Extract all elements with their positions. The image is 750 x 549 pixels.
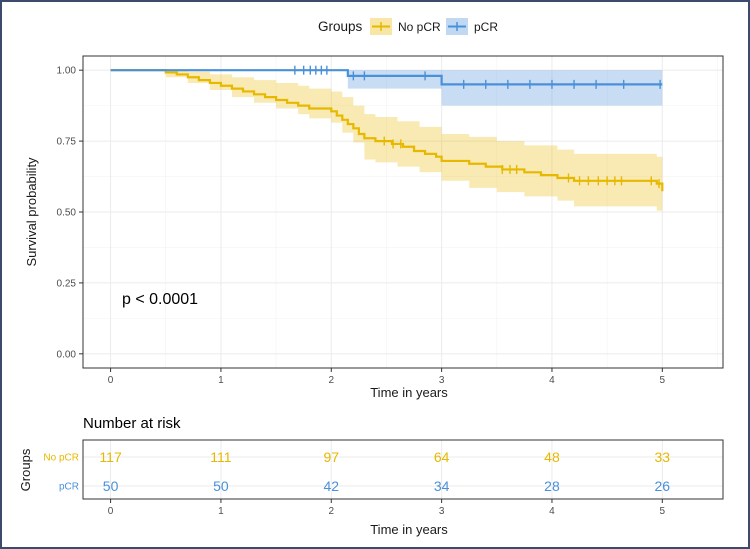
km-x-tick-label: 2: [328, 375, 334, 386]
risk-cell-pcr: 34: [434, 478, 450, 494]
km-y-tick-label: 1.00: [57, 66, 77, 77]
risk-row-labels: No pCR pCR: [43, 453, 79, 493]
risk-x-tick-label: 3: [439, 506, 445, 517]
ci-band-pcr: [110, 70, 663, 106]
km-y-tick-label: 0.00: [57, 349, 77, 360]
risk-cell-no-pcr: 48: [544, 449, 560, 465]
risk-cell-no-pcr: 33: [655, 449, 671, 465]
legend-key-no-pcr: [370, 18, 392, 35]
km-grid: [83, 56, 723, 368]
km-x-tick-label: 5: [660, 375, 666, 386]
risk-cell-no-pcr: 111: [210, 449, 231, 465]
legend-label-no-pcr: No pCR: [398, 20, 441, 34]
risk-x-tick-label: 0: [108, 506, 114, 517]
risk-row-label-pcr: pCR: [59, 482, 79, 493]
survival-line-pcr: [110, 69, 663, 86]
km-x-tick-label: 0: [108, 375, 114, 386]
risk-cell-pcr: 28: [544, 478, 560, 494]
legend-title: Groups: [318, 19, 363, 34]
risk-cell-no-pcr: 64: [434, 449, 450, 465]
risk-panel-border: [82, 439, 724, 500]
km-x-tick-label: 1: [218, 375, 224, 386]
risk-row-label-no-pcr: No pCR: [43, 453, 79, 464]
km-y-tick-label: 0.50: [57, 208, 77, 219]
km-y-tick-label: 0.25: [57, 278, 77, 289]
legend-label-pcr: pCR: [474, 20, 498, 34]
legend-key-pcr: [446, 18, 468, 35]
km-censor-marks: [294, 65, 661, 189]
risk-cell-pcr: 42: [323, 478, 339, 494]
risk-y-axis-title: Groups: [18, 448, 33, 491]
risk-table-cells: 117 111 97 64 48 33 50 50 42 34 28 26: [99, 449, 670, 494]
risk-cell-pcr: 50: [213, 478, 229, 494]
km-y-axis-title: Survival probability: [24, 157, 39, 267]
km-x-tick-label: 4: [549, 375, 555, 386]
risk-cell-pcr: 26: [655, 478, 671, 494]
risk-x-tick-label: 1: [218, 506, 224, 517]
risk-x-ticks: 0 1 2 3 4 5: [108, 499, 666, 517]
risk-cell-no-pcr: 117: [99, 449, 122, 465]
risk-x-tick-label: 4: [549, 506, 555, 517]
risk-table-title: Number at risk: [83, 415, 181, 432]
km-y-ticks: 0.00 0.25 0.50 0.75 1.00: [57, 66, 83, 360]
km-y-tick-label: 0.75: [57, 137, 77, 148]
km-x-tick-label: 3: [439, 375, 445, 386]
risk-table-grid: [83, 440, 723, 499]
risk-x-axis-title: Time in years: [370, 522, 448, 537]
risk-cell-no-pcr: 97: [323, 449, 339, 465]
risk-x-tick-label: 2: [328, 506, 334, 517]
legend: Groups No pCR pCR: [318, 18, 498, 35]
risk-cell-pcr: 50: [103, 478, 119, 494]
km-x-axis-title: Time in years: [370, 385, 448, 400]
km-confidence-bands: [110, 70, 663, 218]
p-value-annotation: p < 0.0001: [122, 291, 198, 308]
km-x-ticks: 0 1 2 3 4 5: [108, 368, 666, 386]
ci-band-no-pcr: [110, 70, 663, 218]
risk-x-tick-label: 5: [660, 506, 666, 517]
